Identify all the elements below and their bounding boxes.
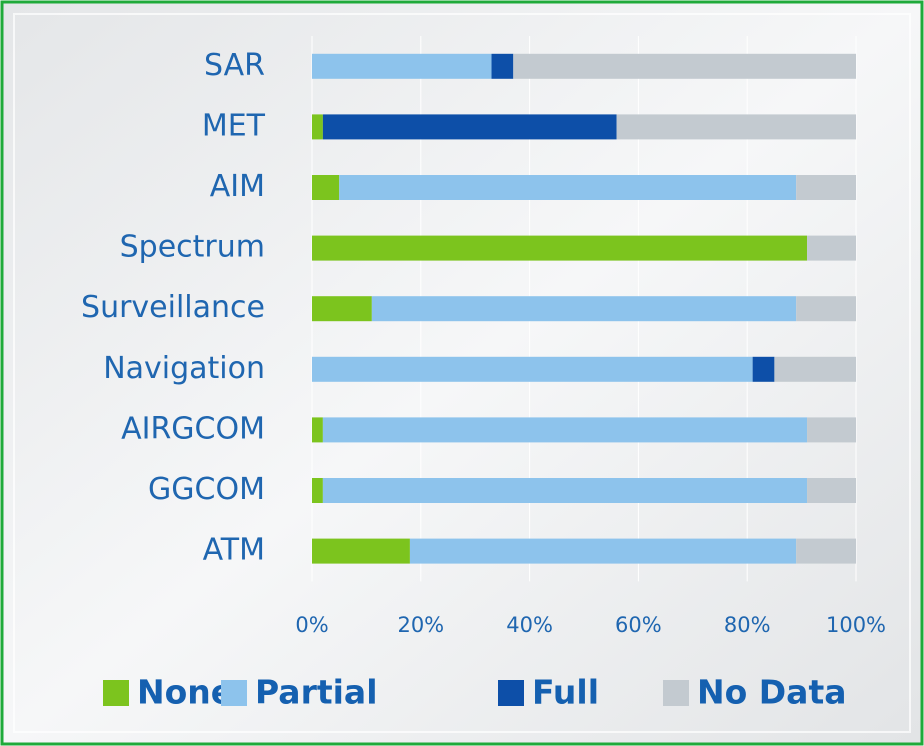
bar-segment: [796, 175, 856, 200]
bar-segment: [312, 114, 323, 140]
bar-segment: [513, 53, 856, 79]
legend-swatch: [498, 680, 524, 706]
x-tick-label: 80%: [724, 613, 771, 637]
bar-segment: [322, 478, 808, 503]
bar-segment: [807, 235, 856, 261]
bar-segment: [796, 538, 856, 564]
legend-label: No Data: [697, 673, 846, 712]
category-label: AIRGCOM: [121, 411, 265, 446]
bar-segment: [409, 538, 797, 564]
x-tick-label: 40%: [506, 613, 553, 637]
legend-label: Full: [532, 673, 599, 712]
category-label: Surveillance: [81, 290, 265, 325]
bar-segment: [774, 356, 856, 382]
category-label: GGCOM: [148, 472, 265, 507]
bar-segment: [616, 114, 856, 140]
bar-segment: [371, 296, 797, 322]
bar-segment: [796, 296, 856, 322]
legend-swatch: [663, 680, 689, 706]
legend-label: None: [137, 673, 233, 712]
legend-swatch: [221, 680, 247, 706]
bar-segment: [312, 538, 410, 564]
inner-frame: [13, 13, 911, 733]
bar-segment: [312, 478, 323, 503]
bar-segment: [807, 417, 856, 443]
category-label: MET: [202, 108, 266, 143]
category-label: SAR: [204, 48, 265, 83]
category-label: Spectrum: [120, 230, 265, 265]
x-tick-label: 100%: [826, 613, 886, 637]
bar-segment: [312, 175, 340, 200]
bar-segment: [322, 417, 808, 443]
x-tick-label: 60%: [615, 613, 662, 637]
x-tick-label: 20%: [397, 613, 444, 637]
bar-segment: [322, 114, 617, 140]
bar-segment: [312, 235, 808, 261]
bar-segment: [312, 356, 753, 382]
bar-segment: [807, 478, 856, 503]
x-tick-label: 0%: [295, 613, 328, 637]
bar-segment: [312, 53, 492, 79]
bar-segment: [312, 296, 372, 322]
category-label: AIM: [210, 169, 265, 204]
bar-segment: [312, 417, 323, 443]
bar-segment: [491, 53, 514, 79]
legend-swatch: [103, 680, 129, 706]
bar-segment: [752, 356, 775, 382]
bar-segment: [339, 175, 797, 200]
category-label: Navigation: [103, 351, 265, 386]
legend-label: Partial: [255, 673, 378, 712]
category-label: ATM: [203, 533, 265, 568]
